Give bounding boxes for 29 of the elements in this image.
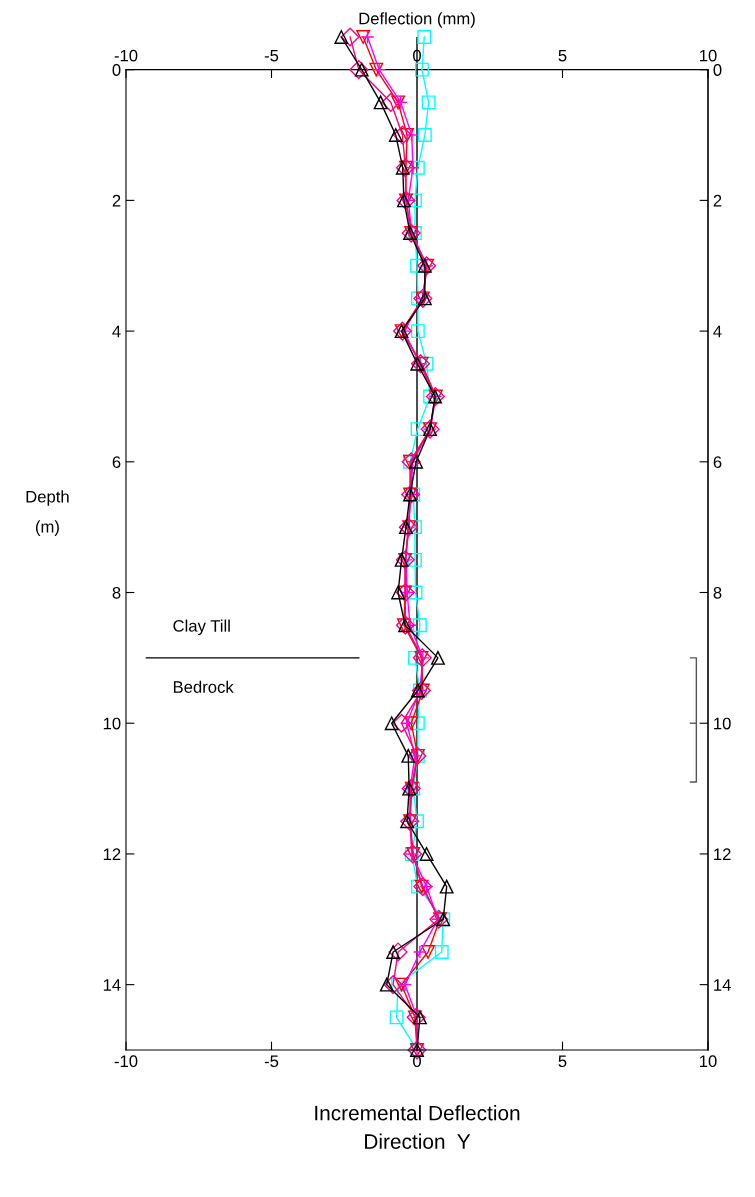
y2-tick-label: 8 <box>713 586 722 599</box>
x2-tick-label: -5 <box>264 1055 279 1068</box>
y2-tick-label: 12 <box>714 848 731 860</box>
x-tick-label: -10 <box>114 49 138 62</box>
annotation: Clay Till <box>173 619 230 636</box>
y-tick-label: 12 <box>103 848 121 860</box>
y-tick-label: 10 <box>103 717 121 730</box>
x2-tick-label: 10 <box>700 1055 717 1068</box>
y-axis-title: Depth (m) <box>26 490 69 536</box>
y2-tick-label: 6 <box>713 456 722 469</box>
y2-tick-label: 2 <box>713 194 722 207</box>
x2-tick-label: -10 <box>114 1055 138 1068</box>
y-tick-label: 14 <box>103 979 121 991</box>
y2-tick-label: 0 <box>713 64 722 76</box>
y-tick-label: 4 <box>112 325 121 338</box>
x-axis-title: Incremental Deflection Direction Y <box>315 1105 520 1149</box>
y-tick-label: 8 <box>112 586 121 599</box>
x2-axis-title: Deflection (mm) <box>359 12 475 28</box>
x2-tick-label: 5 <box>558 1055 567 1068</box>
y2-tick-label: 10 <box>714 717 731 730</box>
y-tick-label: 6 <box>112 456 121 469</box>
y2-tick-label: 4 <box>713 325 722 338</box>
y2-tick-label: 14 <box>714 979 731 991</box>
x-tick-label: -5 <box>264 49 279 62</box>
x-tick-label: 10 <box>700 49 717 62</box>
y-tick-label: 2 <box>112 194 121 207</box>
x-tick-label: 5 <box>558 49 567 62</box>
y-tick-label: 0 <box>112 64 121 76</box>
annotation: Bedrock <box>173 680 234 693</box>
